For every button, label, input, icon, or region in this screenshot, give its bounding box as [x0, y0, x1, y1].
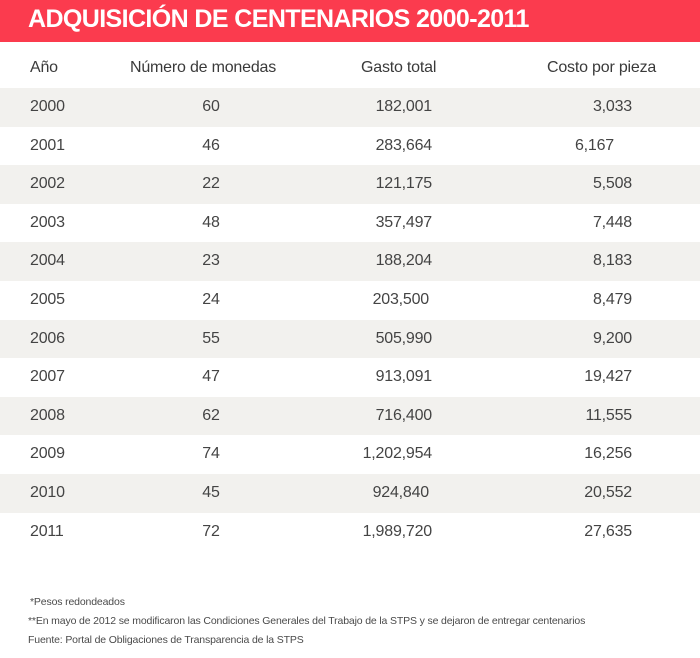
cell-year: 2002 — [30, 175, 65, 193]
cell-cost-per-piece: 19,427 — [584, 368, 632, 386]
page-title: ADQUISICIÓN DE CENTENARIOS 2000-2011 — [28, 5, 529, 33]
cell-cost-per-piece: 11,555 — [585, 406, 632, 424]
table-row: 2008 62 716,400 11,555 — [0, 396, 700, 436]
table-row: 2005 24 203,500 8,479 — [0, 281, 700, 320]
cell-total-spend: 182,001 — [375, 98, 433, 115]
cell-total-spend: 505,990 — [375, 329, 433, 347]
cell-coins: 74 — [202, 445, 220, 463]
cell-cost-per-piece: 3,033 — [592, 98, 632, 115]
cell-total-spend: 924,840 — [372, 483, 430, 501]
column-header-year: Año — [30, 59, 58, 76]
cell-cost-per-piece: 8,183 — [592, 252, 632, 270]
cell-year: 2005 — [30, 290, 65, 308]
footnote-rounded-pesos: *Pesos redondeados — [30, 596, 125, 608]
column-header-total-spend: Gasto total — [361, 59, 437, 76]
cell-total-spend: 913,091 — [375, 368, 433, 386]
cell-cost-per-piece: 16,256 — [584, 445, 632, 463]
cell-year: 2011 — [30, 522, 64, 540]
table-row: 2001 46 283,664 6,167 — [0, 127, 700, 166]
table-row: 2000 60 182,001 3,033 — [0, 88, 700, 127]
title-band: ADQUISICIÓN DE CENTENARIOS 2000-2011 — [0, 0, 700, 42]
cell-total-spend: 357,497 — [375, 213, 433, 231]
cell-year: 2008 — [30, 406, 65, 424]
table-row: 2009 74 1,202,954 16,256 — [0, 435, 700, 474]
cell-year: 2009 — [30, 445, 65, 463]
table-row: 2011 72 1,989,720 27,635 — [0, 513, 700, 552]
cell-total-spend: 121,175 — [375, 175, 433, 193]
cell-total-spend: 1,989,720 — [362, 522, 433, 540]
cell-cost-per-piece: 27,635 — [584, 522, 632, 540]
cell-coins: 47 — [202, 368, 220, 386]
cell-coins: 45 — [202, 483, 220, 501]
cell-coins: 72 — [202, 522, 220, 540]
cell-total-spend: 188,204 — [375, 252, 433, 270]
cell-coins: 60 — [202, 98, 220, 115]
cell-coins: 62 — [202, 406, 220, 424]
cell-coins: 23 — [202, 252, 220, 270]
cell-year: 2007 — [30, 368, 65, 386]
column-header-coins: Número de monedas — [130, 59, 277, 76]
cell-total-spend: 716,400 — [375, 406, 433, 424]
cell-cost-per-piece: 20,552 — [584, 483, 632, 501]
table-row: 2002 22 121,175 5,508 — [0, 165, 700, 204]
footnotes: *Pesos redondeados **En mayo de 2012 se … — [28, 593, 585, 650]
table-row: 2004 23 188,204 8,183 — [0, 242, 700, 281]
source-note: Fuente: Portal de Obligaciones de Transp… — [28, 634, 304, 646]
table-body: 2000 60 182,001 3,033 2001 46 283,664 6,… — [0, 88, 700, 551]
table-header: Año Número de monedas Gasto total Costo … — [0, 42, 700, 88]
cell-year: 2004 — [30, 252, 65, 270]
table-row: 2003 48 357,497 7,448 — [0, 204, 700, 243]
cell-coins: 48 — [202, 213, 220, 231]
table-row: 2010 45 924,840 20,552 — [0, 473, 700, 513]
cell-coins: 22 — [202, 175, 220, 193]
footnote-policy-change: **En mayo de 2012 se modificaron las Con… — [28, 615, 586, 627]
column-header-cost-per-piece: Costo por pieza — [547, 59, 657, 76]
cell-year: 2006 — [30, 329, 65, 347]
table-row: 2007 47 913,091 19,427 — [0, 358, 700, 397]
cell-year: 2003 — [30, 213, 65, 231]
cell-cost-per-piece: 5,508 — [592, 175, 632, 193]
cell-cost-per-piece: 7,448 — [592, 213, 632, 231]
table-row: 2006 55 505,990 9,200 — [0, 319, 700, 359]
cell-total-spend: 203,500 — [372, 290, 430, 308]
cell-coins: 55 — [202, 329, 220, 347]
cell-coins: 24 — [202, 290, 220, 308]
cell-year: 2010 — [30, 483, 65, 501]
cell-year: 2001 — [30, 136, 65, 154]
cell-year: 2000 — [30, 98, 65, 115]
cell-cost-per-piece: 9,200 — [592, 329, 632, 347]
cell-cost-per-piece: 6,167 — [574, 136, 614, 154]
cell-coins: 46 — [202, 136, 220, 154]
cell-cost-per-piece: 8,479 — [592, 290, 632, 308]
cell-total-spend: 283,664 — [375, 136, 433, 154]
cell-total-spend: 1,202,954 — [362, 445, 433, 463]
